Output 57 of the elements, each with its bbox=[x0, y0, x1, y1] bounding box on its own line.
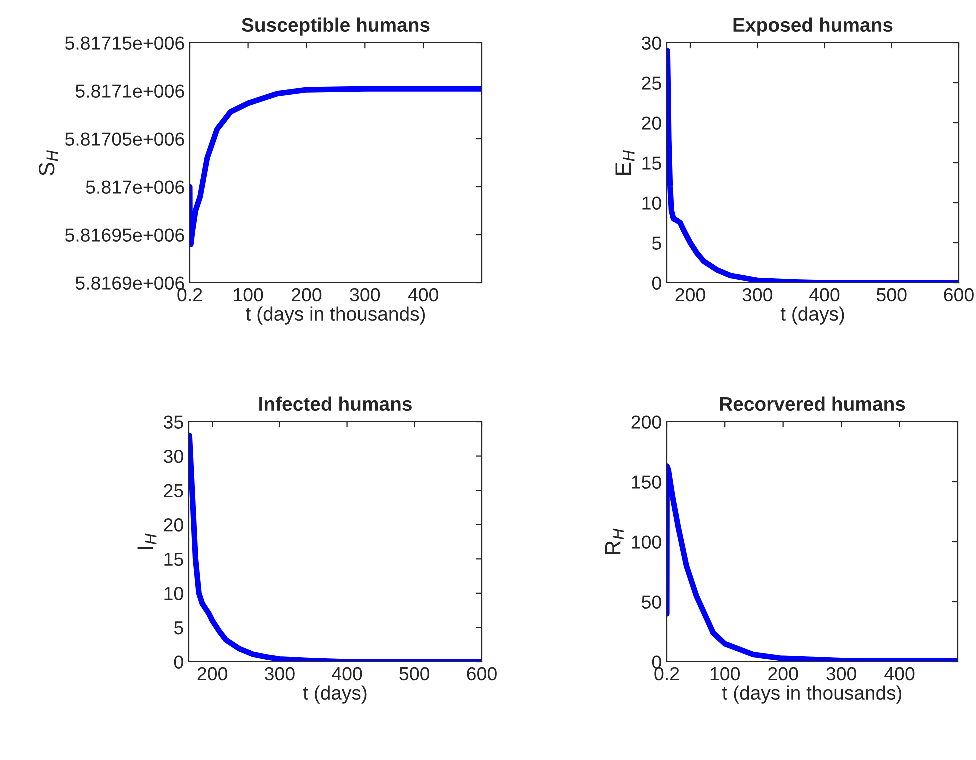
y-tick-label: 5.81715e+006 bbox=[65, 36, 184, 50]
x-tick-label: 200 bbox=[198, 667, 228, 681]
y-axis-title: S$_{H}$ bbox=[38, 150, 58, 176]
x-tick-label: 100 bbox=[710, 667, 740, 681]
y-axis-title: R$_{H}$ bbox=[605, 528, 624, 555]
y-tick-label: 35 bbox=[164, 416, 184, 429]
y-tick-label: 30 bbox=[642, 36, 662, 50]
x-axis-title: t (days in thousands) bbox=[246, 306, 426, 325]
y-tick-label: 5.81695e+006 bbox=[65, 228, 184, 242]
x-tick-label: 300 bbox=[350, 288, 380, 302]
y-tick-label: 20 bbox=[164, 518, 184, 532]
x-tick-label: 300 bbox=[742, 288, 773, 302]
y-tick-label: 15 bbox=[642, 156, 662, 170]
y-tick-label: 100 bbox=[632, 536, 662, 549]
y-tick-label: 25 bbox=[164, 484, 184, 498]
y-tick-label: 25 bbox=[642, 76, 662, 90]
y-tick-label: 5 bbox=[174, 622, 184, 635]
y-tick-label: 0 bbox=[652, 276, 662, 290]
y-tick-label: 5.8169e+006 bbox=[76, 276, 184, 290]
y-tick-label: 15 bbox=[164, 553, 184, 566]
x-tick-label: 500 bbox=[400, 667, 430, 681]
x-tick-label: 400 bbox=[810, 288, 840, 302]
y-tick-label: 200 bbox=[632, 416, 662, 429]
y-tick-label: 5.8171e+006 bbox=[76, 84, 184, 98]
chart-title: Susceptible humans bbox=[242, 18, 430, 36]
y-tick-label: 5.81705e+006 bbox=[65, 132, 184, 146]
x-tick-label: 0.2 bbox=[178, 288, 202, 302]
x-tick-label: 300 bbox=[826, 667, 856, 681]
x-tick-label: 400 bbox=[884, 667, 915, 681]
x-tick-label: 600 bbox=[467, 667, 497, 681]
chart-title: Recorvered humans bbox=[720, 396, 906, 412]
y-tick-label: 10 bbox=[642, 196, 662, 210]
x-axis-title: t (days) bbox=[780, 306, 844, 325]
x-tick-label: 400 bbox=[408, 288, 438, 302]
x-tick-label: 300 bbox=[265, 667, 295, 681]
y-tick-label: 20 bbox=[642, 116, 662, 130]
x-tick-label: 500 bbox=[876, 288, 907, 302]
y-tick-label: 0 bbox=[174, 656, 184, 669]
y-axis-title: I$_{H}$ bbox=[138, 534, 157, 550]
x-axis-title: t (days) bbox=[303, 686, 367, 704]
x-tick-label: 200 bbox=[768, 667, 798, 681]
x-tick-label: 200 bbox=[292, 288, 322, 302]
x-tick-label: 0.2 bbox=[654, 667, 680, 681]
chart-title: Exposed humans bbox=[734, 18, 893, 36]
y-tick-label: 5 bbox=[652, 236, 662, 250]
x-tick-label: 200 bbox=[676, 288, 706, 302]
y-axis-title: E$_{H}$ bbox=[616, 150, 635, 175]
y-tick-label: 150 bbox=[632, 476, 662, 489]
y-tick-label: 30 bbox=[164, 450, 184, 464]
y-tick-label: 5.817e+006 bbox=[86, 180, 184, 194]
y-tick-label: 10 bbox=[164, 587, 184, 600]
y-tick-label: 50 bbox=[642, 596, 662, 609]
chart-title: Infected humans bbox=[260, 396, 412, 412]
x-tick-label: 100 bbox=[234, 288, 264, 302]
x-axis-title: t (days in thousands) bbox=[722, 686, 902, 704]
x-tick-label: 600 bbox=[944, 288, 974, 302]
x-tick-label: 400 bbox=[332, 667, 362, 681]
